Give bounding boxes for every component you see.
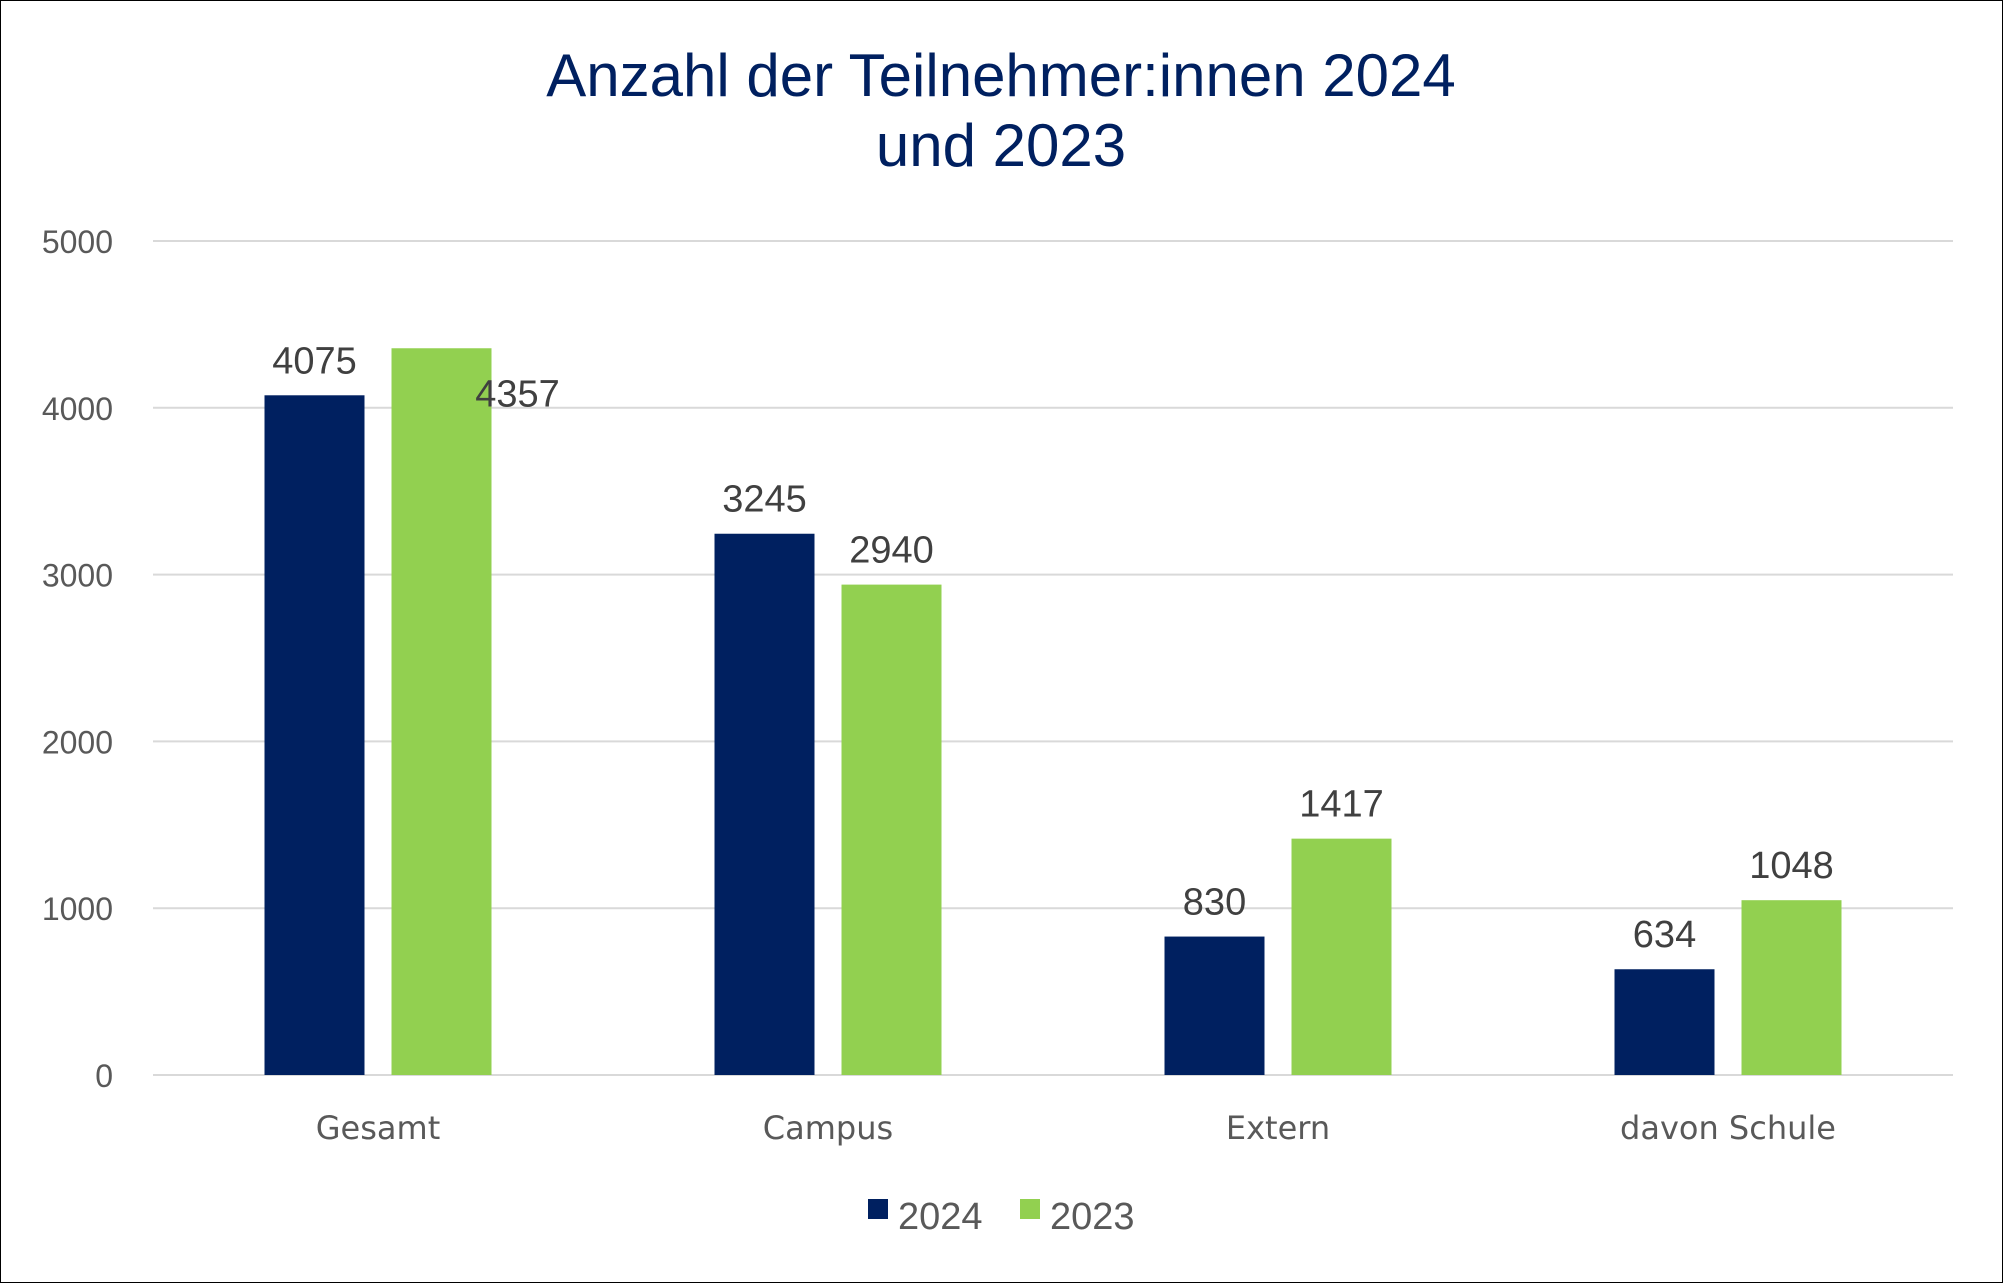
data-label: 4357 [475, 373, 560, 415]
data-label: 3245 [722, 479, 807, 521]
category-label: Campus [763, 1109, 893, 1147]
chart-title-line-1: Anzahl der Teilnehmer:innen 2024 [546, 42, 1456, 109]
bar-2024-campus [714, 533, 815, 1075]
x-axis-category-labels: Gesamt Campus Extern davon Schule [316, 1109, 1836, 1147]
bars [264, 348, 1842, 1075]
category-label: davon Schule [1620, 1109, 1836, 1147]
category-label: Extern [1226, 1109, 1330, 1147]
y-axis-tick-labels: 0 1000 2000 3000 4000 5000 [42, 224, 113, 1094]
y-tick-label: 3000 [42, 558, 113, 594]
bar-2024-gesamt [264, 395, 365, 1075]
bar-2023-campus [841, 584, 942, 1075]
legend-swatch-2024 [868, 1199, 888, 1219]
bar-2023-extern [1291, 838, 1392, 1075]
data-label: 830 [1183, 882, 1246, 924]
bar-2023-davon-schule [1741, 900, 1842, 1075]
bar-2024-davon-schule [1614, 969, 1715, 1075]
bar-2023-gesamt [391, 348, 492, 1075]
data-label: 2940 [849, 530, 934, 572]
data-label: 634 [1633, 914, 1696, 956]
chart-title-line-2: und 2023 [876, 112, 1126, 179]
data-label: 4075 [272, 340, 357, 382]
category-label: Gesamt [316, 1109, 440, 1147]
legend-label-2023: 2023 [1050, 1196, 1135, 1238]
y-tick-label: 2000 [42, 724, 113, 760]
data-label: 1048 [1749, 845, 1834, 887]
y-tick-label: 0 [95, 1058, 113, 1094]
legend-label-2024: 2024 [898, 1196, 983, 1238]
y-tick-label: 5000 [42, 224, 113, 260]
bar-2024-extern [1164, 936, 1265, 1075]
data-labels: 4075 4357 3245 2940 830 1417 634 1048 [272, 340, 1834, 956]
y-tick-label: 4000 [42, 391, 113, 427]
data-label: 1417 [1299, 784, 1384, 826]
legend: 2024 2023 [868, 1196, 1135, 1238]
y-tick-label: 1000 [42, 891, 113, 927]
chart-title: Anzahl der Teilnehmer:innen 2024 und 202… [546, 42, 1456, 179]
legend-swatch-2023 [1020, 1199, 1040, 1219]
